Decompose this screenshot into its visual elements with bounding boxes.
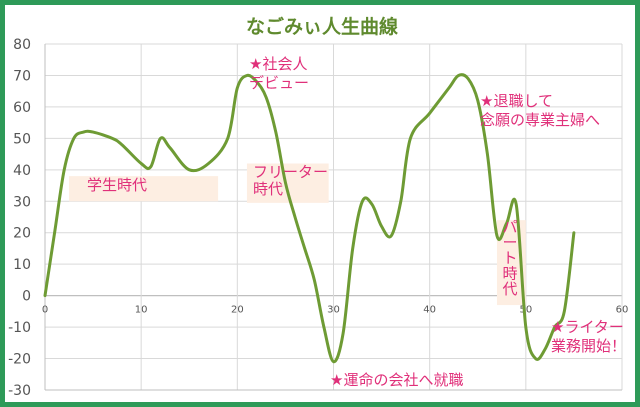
annotation-text: 時代 — [253, 180, 283, 198]
y-tick-label: 10 — [13, 257, 31, 273]
y-tick-label: 60 — [13, 100, 31, 116]
life-curve-line — [43, 73, 576, 364]
annotation-text: ★社会人 — [249, 55, 307, 73]
y-tick-label: 0 — [22, 289, 31, 305]
annotation-text: デビュー — [249, 74, 309, 92]
x-tick-label: 0 — [42, 305, 48, 316]
annotation-text: ★ライター — [551, 318, 624, 336]
y-tick-label: 80 — [13, 37, 31, 53]
x-tick-label: 10 — [135, 305, 148, 316]
x-tick-label: 30 — [327, 305, 340, 316]
annotation-text: フリーター — [253, 163, 328, 181]
annotation-text: ★退職して — [480, 92, 553, 110]
x-tick-label: 40 — [423, 305, 436, 316]
annotation-text: 学生時代 — [87, 176, 147, 194]
y-tick-label: 50 — [13, 131, 31, 147]
y-tick-label: 70 — [13, 68, 31, 84]
annotation-text: パ — [502, 218, 517, 236]
annotation-text: ー — [502, 234, 517, 252]
y-tick-label: 30 — [13, 194, 31, 210]
y-tick-label: -10 — [8, 320, 31, 336]
chart-title: なごみぃ人生曲線 — [246, 15, 398, 38]
annotation-text: 代 — [502, 280, 517, 298]
x-tick-label: 50 — [519, 305, 532, 316]
y-tick-label: -30 — [8, 383, 31, 399]
x-tick-label: 20 — [231, 305, 244, 316]
annotation-text: 時 — [502, 265, 517, 283]
y-tick-label: 40 — [13, 163, 31, 179]
y-tick-label: -20 — [8, 352, 31, 368]
annotation-text: 念願の専業主婦へ — [480, 111, 600, 129]
annotation-text: ★運命の会社へ就職 — [330, 371, 463, 389]
annotation-text: ト — [502, 249, 517, 267]
y-tick-label: 20 — [13, 226, 31, 242]
x-tick-label: 60 — [616, 305, 629, 316]
annotation-band — [69, 176, 219, 202]
annotation-text: 業務開始！ — [551, 337, 626, 355]
